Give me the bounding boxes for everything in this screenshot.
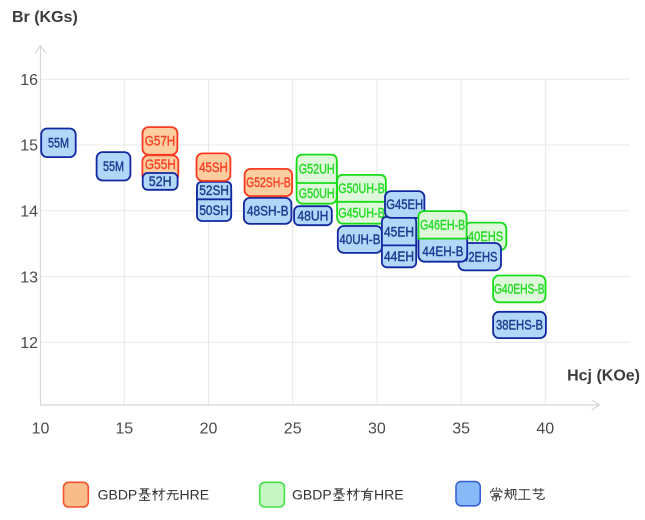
svg-text:48UH: 48UH	[297, 208, 328, 223]
svg-text:35: 35	[452, 421, 470, 438]
svg-text:G45EH: G45EH	[386, 197, 423, 212]
svg-text:14: 14	[20, 204, 38, 221]
svg-text:45EH: 45EH	[384, 225, 414, 240]
svg-text:44EH: 44EH	[384, 249, 414, 264]
svg-text:38EHS-B: 38EHS-B	[496, 318, 543, 333]
svg-text:25: 25	[284, 421, 302, 438]
svg-text:HRE: HRE	[374, 487, 404, 503]
svg-text:40UH-B: 40UH-B	[339, 232, 380, 247]
svg-text:55M: 55M	[48, 135, 69, 150]
svg-text:G50UH: G50UH	[299, 186, 335, 201]
svg-text:10: 10	[32, 421, 50, 438]
svg-text:20: 20	[200, 421, 218, 438]
svg-text:Hcj (KOe): Hcj (KOe)	[567, 368, 640, 385]
svg-text:40EHS: 40EHS	[468, 229, 503, 244]
svg-text:G52UH: G52UH	[299, 161, 335, 176]
svg-text:55M: 55M	[103, 159, 124, 174]
svg-text:15: 15	[20, 138, 38, 155]
svg-text:G50UH-B: G50UH-B	[338, 181, 385, 196]
svg-text:42EHS: 42EHS	[462, 249, 497, 264]
svg-text:G57H: G57H	[145, 134, 176, 149]
svg-text:30: 30	[368, 421, 386, 438]
svg-text:GBDP: GBDP	[98, 487, 138, 503]
svg-text:GBDP: GBDP	[292, 487, 332, 503]
svg-text:HRE: HRE	[180, 487, 210, 503]
svg-text:13: 13	[20, 269, 38, 286]
svg-text:G40EHS-B: G40EHS-B	[494, 282, 545, 297]
svg-text:16: 16	[20, 72, 38, 89]
svg-text:G52SH-B: G52SH-B	[246, 175, 291, 190]
svg-text:44EH-B: 44EH-B	[422, 244, 463, 259]
svg-text:48SH-B: 48SH-B	[247, 204, 289, 219]
svg-text:45SH: 45SH	[199, 160, 228, 175]
svg-text:G45UH-B: G45UH-B	[338, 205, 385, 220]
svg-text:52SH: 52SH	[199, 183, 229, 198]
svg-text:G46EH-B: G46EH-B	[420, 217, 465, 232]
svg-text:G55H: G55H	[145, 157, 176, 172]
svg-text:12: 12	[20, 335, 38, 352]
svg-text:Br (KGs): Br (KGs)	[12, 9, 78, 26]
svg-text:52H: 52H	[149, 174, 172, 189]
svg-text:15: 15	[115, 421, 133, 438]
svg-text:40: 40	[536, 421, 554, 438]
svg-text:50SH: 50SH	[199, 203, 229, 218]
